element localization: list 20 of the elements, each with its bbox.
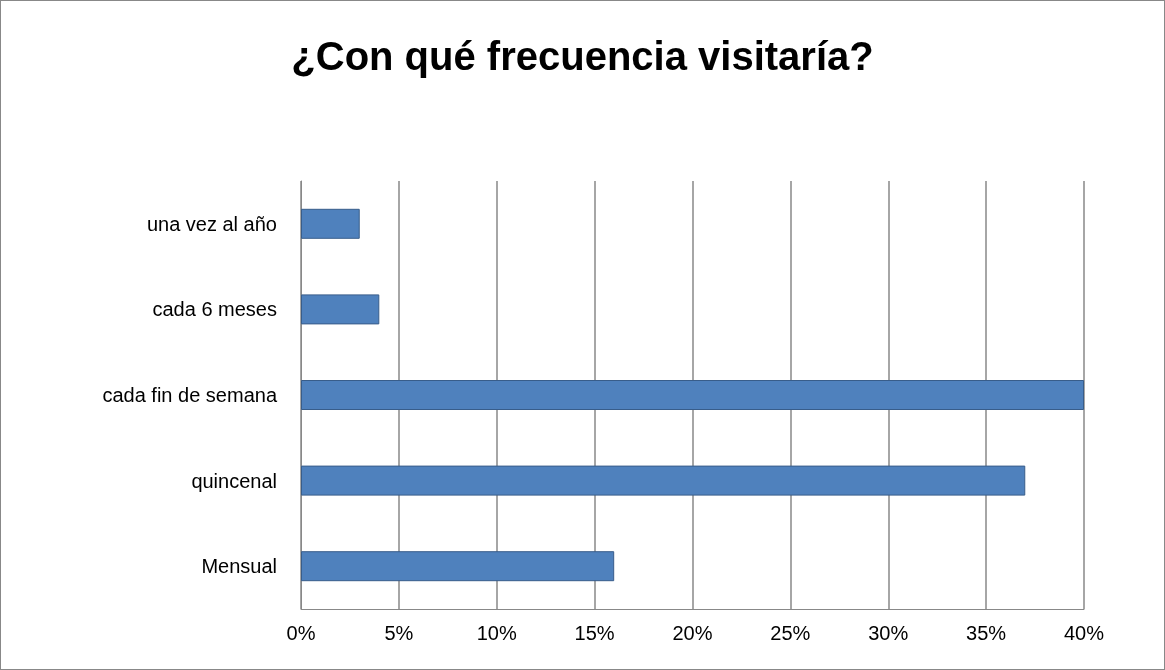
x-tick-label: 0% [286, 622, 316, 644]
x-tick-label: 15% [574, 622, 615, 644]
y-tick-label: cada 6 meses [152, 298, 277, 321]
x-tick-label: 30% [868, 622, 909, 644]
bar [301, 294, 380, 325]
x-tick-label: 20% [672, 622, 713, 644]
x-tick-label: 5% [384, 622, 414, 644]
bar [301, 465, 1026, 496]
x-tick-label: 40% [1063, 622, 1105, 644]
y-tick-label: cada fin de semana [102, 384, 278, 406]
y-tick-label: quincenal [191, 469, 277, 492]
y-tick-label: Mensual [201, 555, 277, 578]
bar [301, 380, 1084, 410]
x-tick-label: 10% [476, 622, 517, 644]
bar [301, 208, 360, 239]
y-tick-label: una vez al año [146, 212, 277, 235]
x-tick-label: 25% [770, 622, 811, 644]
bar [301, 551, 615, 582]
chart-title: ¿Con qué frecuencia visitaría? [291, 34, 874, 78]
x-tick-label: 35% [966, 622, 1007, 644]
